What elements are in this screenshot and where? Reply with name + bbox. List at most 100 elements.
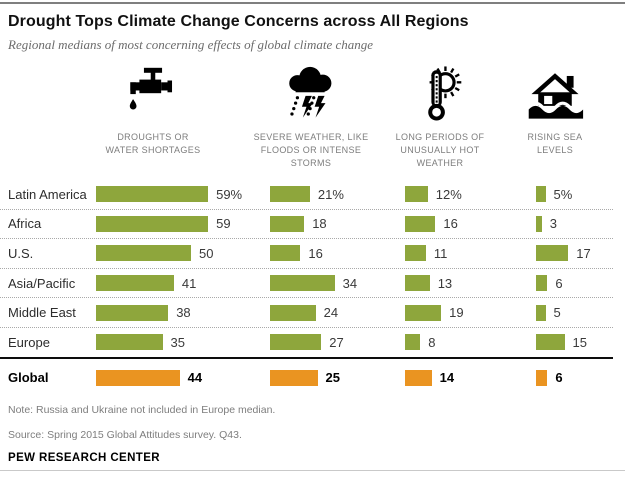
bar-cell: 41 [96, 269, 196, 298]
bar-value: 5% [553, 186, 573, 202]
bar [270, 215, 305, 232]
region-label: Africa [8, 216, 42, 232]
flooded-house-icon [527, 73, 584, 119]
bar [405, 186, 428, 203]
bar-cell: 17 [536, 239, 591, 268]
chart-subtitle: Regional medians of most concerning effe… [8, 37, 374, 52]
bar [96, 304, 169, 321]
bar [96, 275, 174, 292]
column-label-droughts: DROUGHTS OR WATER SHORTAGES [105, 132, 201, 156]
table-row: Middle East 38 24 19 5 [0, 298, 613, 328]
bar-cell: 12% [405, 180, 462, 209]
column-header-hot-weather: LONG PERIODS OF UNUSUALLY HOT WEATHER [385, 66, 495, 170]
bar-cell: 59 [96, 210, 231, 239]
bar-value: 25 [325, 370, 340, 386]
bar-cell: 13 [405, 269, 452, 298]
bar-value: 21% [317, 186, 344, 202]
bar-cell: 3 [536, 210, 557, 239]
bar-value: 24 [323, 305, 339, 321]
table-row: Asia/Pacific 41 34 13 6 [0, 269, 613, 299]
source-text: Source: Spring 2015 Global Attitudes sur… [8, 429, 242, 441]
bar-cell: 50 [96, 239, 213, 268]
bar-value: 35 [170, 334, 185, 350]
bar [405, 215, 436, 232]
bar-value: 12% [435, 186, 462, 202]
bar [270, 369, 318, 386]
storm-cloud-icon [289, 66, 332, 118]
bar [405, 369, 432, 386]
bar-cell: 5 [536, 298, 561, 327]
table-row: Europe 35 27 8 15 [0, 328, 613, 359]
bar-cell: 21% [270, 180, 344, 209]
table-row: Africa 59 18 16 3 [0, 210, 613, 240]
bar-cell: 5% [536, 180, 572, 209]
bar [270, 334, 322, 351]
bar [96, 245, 191, 262]
bar-value: 44 [187, 370, 203, 386]
column-header-droughts: DROUGHTS OR WATER SHORTAGES [105, 66, 201, 157]
bar [96, 334, 163, 351]
bar-cell: 8 [405, 328, 435, 357]
bar [405, 304, 442, 321]
bar-cell: 6 [536, 359, 563, 397]
brand-text: PEW RESEARCH CENTER [8, 452, 161, 464]
bar-value: 6 [555, 275, 563, 291]
bar [405, 275, 430, 292]
bar [96, 215, 209, 232]
bar-value: 38 [176, 305, 191, 321]
bar-value: 11 [433, 245, 448, 261]
bar-value: 15 [572, 334, 587, 350]
chart-rows: Latin America 59% 21% 12% 5% Africa 59 18 16 3 U.S… [0, 180, 613, 397]
bar-cell: 18 [270, 210, 327, 239]
bar-value: 27 [329, 334, 344, 350]
column-label-hot-weather: LONG PERIODS OF UNUSUALLY HOT WEATHER [395, 132, 485, 169]
bar-value: 13 [437, 275, 453, 291]
bar-value: 3 [549, 216, 557, 232]
column-header-severe-weather: SEVERE WEATHER, LIKE FLOODS OR INTENSE S… [253, 66, 369, 170]
bar [405, 245, 426, 262]
column-label-sea-levels: RISING SEA LEVELS [527, 132, 583, 156]
bar-value: 18 [312, 216, 327, 232]
table-row: Latin America 59% 21% 12% 5% [0, 180, 613, 210]
bar [536, 275, 548, 292]
top-divider [0, 2, 625, 4]
bar [270, 304, 316, 321]
table-row: U.S. 50 16 11 17 [0, 239, 613, 269]
bar-value: 59 [216, 216, 231, 232]
bar-cell: 11 [405, 239, 447, 268]
bar-cell: 19 [405, 298, 464, 327]
bar-cell: 35 [96, 328, 185, 357]
region-label: U.S. [8, 245, 34, 261]
bar-value: 41 [181, 275, 197, 291]
bar-value: 16 [308, 245, 323, 261]
faucet-icon [129, 67, 173, 110]
bar-cell: 25 [270, 359, 340, 397]
bottom-divider [0, 470, 625, 471]
bar [536, 369, 548, 386]
bar-value: 17 [576, 245, 591, 261]
column-header-sea-levels: RISING SEA LEVELS [515, 66, 595, 157]
bar [536, 304, 546, 321]
bar-value: 34 [342, 275, 358, 291]
bar [96, 369, 180, 386]
region-label: Latin America [8, 186, 87, 202]
bar-cell: 14 [405, 359, 454, 397]
region-label: Global [8, 370, 49, 386]
bar [536, 215, 542, 232]
bar-cell: 44 [96, 359, 202, 397]
bar [536, 334, 565, 351]
region-label: Asia/Pacific [8, 275, 76, 291]
bar [270, 275, 335, 292]
bar-value: 6 [555, 370, 563, 386]
region-label: Europe [8, 334, 50, 350]
bar-value: 8 [428, 334, 436, 350]
column-label-severe-weather: SEVERE WEATHER, LIKE FLOODS OR INTENSE S… [253, 132, 369, 169]
bar-value: 5 [553, 305, 561, 321]
bar-cell: 16 [405, 210, 458, 239]
bar [270, 186, 310, 203]
bar-value: 16 [443, 216, 458, 232]
bar [405, 334, 421, 351]
bar-cell: 15 [536, 328, 587, 357]
region-label: Middle East [8, 305, 76, 321]
